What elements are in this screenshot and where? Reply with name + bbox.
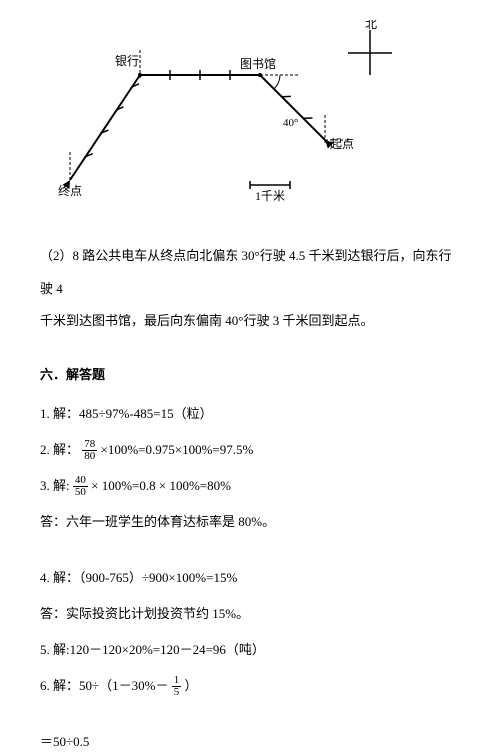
answer-2: 2. 解： 7880 ×100%=0.975×100%=97.5% — [40, 437, 460, 463]
problem-2-text: （2）8 路公共电车从终点向北偏东 30°行驶 4.5 千米到达银行后，向东行驶… — [40, 240, 460, 305]
compass-icon: 北 — [348, 20, 392, 75]
answer-3: 3. 解: 4050 × 100%=0.8 × 100%=80% — [40, 473, 460, 499]
answer-4-text: 答：实际投资比计划投资节约 15%。 — [40, 601, 460, 627]
answer-6: 6. 解：50÷（1－30%－ 15 ） — [40, 673, 460, 699]
answer-4: 4. 解：（900-765）÷900×100%=15% — [40, 565, 460, 591]
svg-text:40°: 40° — [283, 117, 298, 129]
svg-text:终点: 终点 — [58, 183, 82, 198]
answer-3-text: 答：六年一班学生的体育达标率是 80%。 — [40, 509, 460, 535]
answer-5: 5. 解:120－120×20%=120－24=96（吨） — [40, 637, 460, 663]
problem-2-text-cont: 千米到达图书馆，最后向东偏南 40°行驶 3 千米回到起点。 — [40, 305, 460, 338]
answer-1: 1. 解：485÷97%-485=15（粒） — [40, 401, 460, 427]
svg-text:银行: 银行 — [115, 54, 139, 68]
section-title: 六．解答题 — [40, 363, 460, 386]
svg-text:图书馆: 图书馆 — [240, 56, 276, 71]
answer-6-2: ＝50÷0.5 — [40, 729, 460, 755]
svg-text:起点: 起点 — [330, 137, 354, 151]
svg-text:1千米: 1千米 — [255, 189, 285, 203]
svg-text:北: 北 — [365, 20, 377, 31]
route-diagram: 北 银行 图书馆 40° 起点 终点 — [40, 20, 460, 220]
